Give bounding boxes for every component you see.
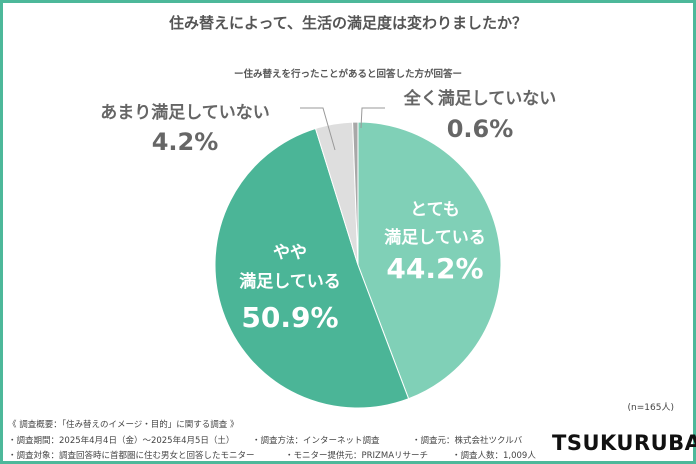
leader-line-2	[300, 107, 336, 151]
pie-slice-0	[357, 121, 502, 400]
tsukuruba-logo: TSUKURUBA	[552, 431, 696, 455]
chart-title: 住み替えによって、生活の満足度は変わりましたか？	[168, 14, 528, 32]
footer-heading: 《 調査概要：「住み替えのイメージ・目的」に関する調査 》	[8, 420, 239, 430]
slice-label-0: とても	[410, 200, 460, 220]
slice-value-2: 4.2%	[152, 128, 219, 156]
sample-size: (n=165人)	[627, 403, 674, 413]
pie-slice-3	[352, 121, 359, 266]
slice-label-2: あまり満足していない	[100, 102, 270, 123]
slice-label-0: 満足している	[384, 227, 486, 248]
slice-label-1: 満足している	[239, 271, 341, 292]
slice-label-1: やや	[273, 243, 307, 263]
footer-count: ・調査人数：1,009人	[452, 451, 536, 461]
leader-line-3	[360, 107, 385, 129]
slice-value-1: 50.9%	[241, 301, 338, 334]
chart-subtitle: ー住み替えを行ったことがあると回答した方が回答ー	[233, 69, 462, 80]
slice-value-3: 0.6%	[447, 115, 514, 143]
pie-slice-1	[214, 127, 410, 409]
slice-label-3: 全く満足していない	[403, 88, 557, 109]
footer-period: ・調査期間：2025年4月4日（金）～2025年4月5日（土）	[8, 436, 235, 446]
slice-value-0: 44.2%	[386, 252, 483, 285]
footer-source: ・調査元：株式会社ツクルバ	[412, 436, 523, 446]
footer-provider: ・モニター提供元：PRIZMAリサーチ	[285, 451, 429, 461]
footer-target: ・調査対象：調査回答時に首都圏に住む男女と回答したモニター	[8, 451, 255, 461]
footer-method: ・調査方法：インターネット調査	[252, 436, 380, 446]
